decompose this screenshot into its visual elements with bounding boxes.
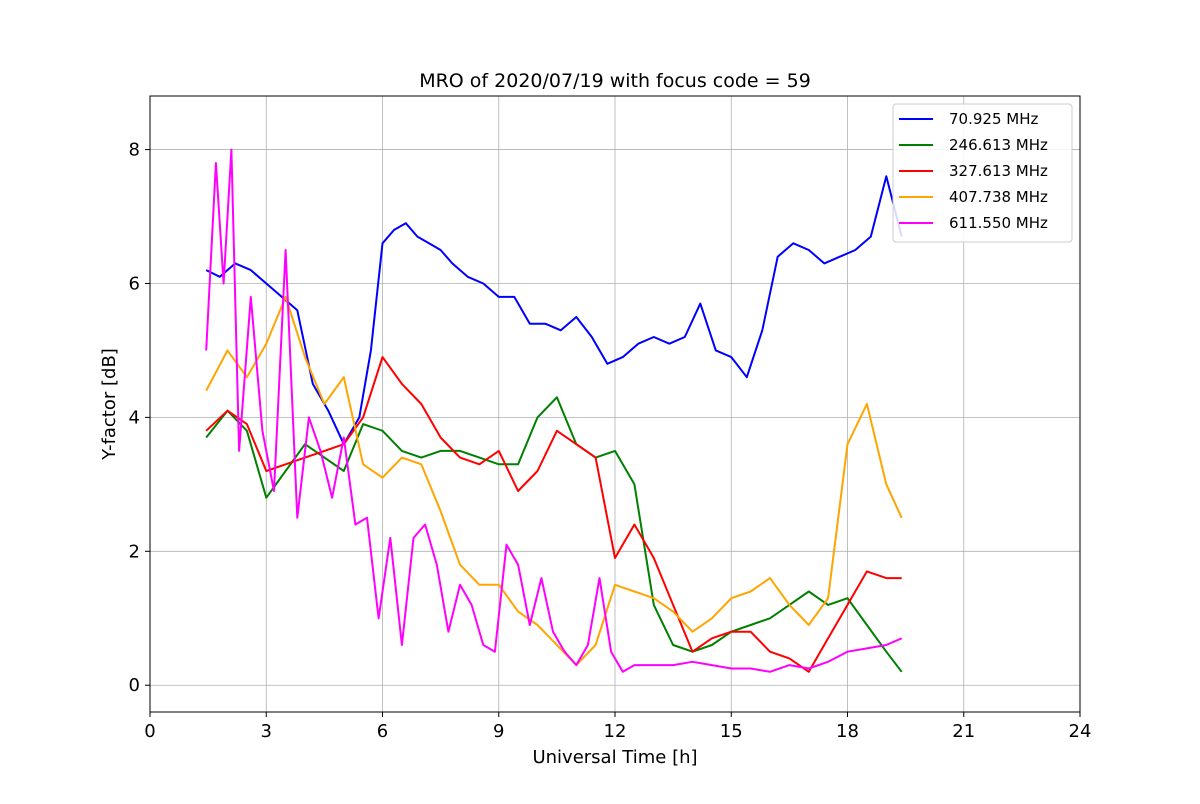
y-tick-label: 6 — [129, 273, 140, 294]
legend: 70.925 MHz 246.613 MHz 327.613 MHz 407.7… — [892, 103, 1073, 243]
legend-box — [892, 103, 1073, 243]
x-tick-label: 24 — [1069, 721, 1092, 742]
y-tick-label: 4 — [129, 407, 140, 428]
x-tick-label: 0 — [144, 721, 155, 742]
series-line-3 — [205, 295, 903, 667]
legend-label-2: 327.613 MHz — [949, 162, 1048, 180]
y-axis-label: Y-factor [dB] — [99, 348, 120, 461]
x-tick-label: 12 — [604, 721, 627, 742]
series-line-0 — [205, 175, 903, 446]
legend-label-4: 611.550 MHz — [949, 214, 1048, 232]
y-tick-label: 2 — [129, 541, 140, 562]
series-lines — [205, 148, 903, 673]
x-tick-label: 9 — [493, 721, 504, 742]
x-axis-label: Universal Time [h] — [532, 747, 697, 768]
x-tick-label: 21 — [952, 721, 975, 742]
x-tick-label: 6 — [377, 721, 388, 742]
series-line-2 — [205, 356, 902, 673]
x-tick-label: 18 — [836, 721, 859, 742]
series-line-4 — [205, 148, 903, 673]
y-tick-label: 8 — [129, 140, 140, 161]
legend-label-0: 70.925 MHz — [949, 110, 1038, 128]
x-tick-label: 15 — [720, 721, 743, 742]
y-tick-label: 0 — [129, 675, 140, 696]
legend-label-3: 407.738 MHz — [949, 188, 1048, 206]
chart-title: MRO of 2020/07/19 with focus code = 59 — [419, 70, 811, 92]
legend-label-1: 246.613 MHz — [949, 136, 1048, 154]
x-tick-label: 3 — [261, 721, 272, 742]
